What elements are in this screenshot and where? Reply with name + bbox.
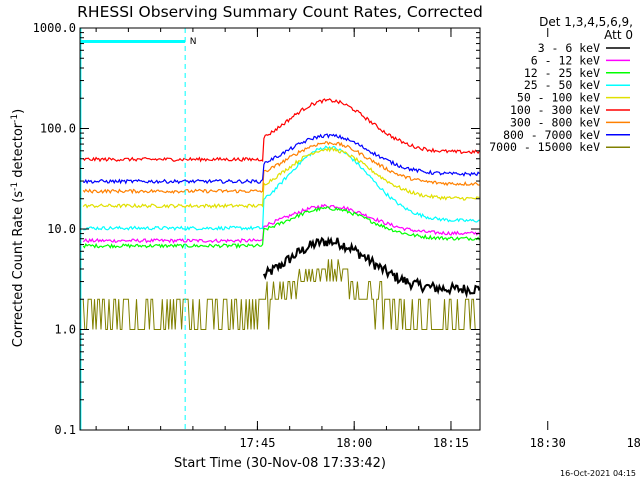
series-25-50keV <box>83 145 480 231</box>
series-line <box>82 259 480 330</box>
series-6-12keV <box>82 203 480 244</box>
legend-label: 7000 - 15000 keV <box>489 140 600 154</box>
series-line <box>82 206 480 250</box>
series-line <box>82 141 480 195</box>
x-tick-label: 18:00 <box>336 436 372 450</box>
legend-label: 12 - 25 keV <box>524 66 600 80</box>
series-line <box>262 236 481 299</box>
y-tick-label: 100.0 <box>40 122 76 136</box>
legend-label: 50 - 100 keV <box>517 91 600 105</box>
x-tick-label: 17:45 <box>239 436 275 450</box>
series-layer <box>82 98 481 330</box>
series-line <box>82 146 480 209</box>
series-line <box>83 133 480 185</box>
legend-label: 800 - 7000 keV <box>503 128 600 142</box>
legend-title: Det 1,3,4,5,6,9, <box>539 15 633 29</box>
series-12-25keV <box>82 206 480 250</box>
legend-label: 3 - 6 keV <box>538 41 600 55</box>
series-line <box>82 98 480 163</box>
legend-label: 100 - 300 keV <box>510 103 600 117</box>
legend-label: 6 - 12 keV <box>531 53 600 67</box>
x-tick-label: 18:30 <box>530 436 566 450</box>
x-tick-label: 18:15 <box>433 436 469 450</box>
plot-area <box>80 28 480 430</box>
legend-label: 25 - 50 keV <box>524 78 600 92</box>
series-300-800keV <box>82 141 480 195</box>
legend-label: 300 - 800 keV <box>510 115 600 129</box>
chart-title: RHESSI Observing Summary Count Rates, Co… <box>77 3 483 21</box>
series-3-6keV <box>262 236 481 299</box>
axes-layer: 0.1 1.0 10.0 100.0 1000.0 17:45 18:00 18:15 18:3… <box>33 21 640 450</box>
y-tick-label: 1000.0 <box>33 21 76 35</box>
y-axis-label: Corrected Count Rate (s-1 detector-1) <box>10 109 26 347</box>
generated-timestamp: 16-Oct-2021 04:15 <box>560 469 636 478</box>
series-7000-15000keV <box>82 259 480 330</box>
night-bar <box>80 40 186 43</box>
x-tick-label: 18:45 <box>626 436 640 450</box>
legend-subtitle: Att 0 <box>604 28 633 42</box>
series-100-300keV <box>82 98 480 163</box>
y-tick-label: 10.0 <box>47 222 76 236</box>
series-800-7000keV <box>83 133 480 185</box>
plot-background <box>80 28 480 430</box>
series-50-100keV <box>82 146 480 209</box>
series-line <box>82 203 480 244</box>
series-line <box>83 145 480 231</box>
night-label: N <box>190 37 197 47</box>
x-axis-label: Start Time (30-Nov-08 17:33:42) <box>174 456 386 471</box>
y-tick-label: 1.0 <box>54 323 76 337</box>
y-tick-label: 0.1 <box>54 423 76 437</box>
